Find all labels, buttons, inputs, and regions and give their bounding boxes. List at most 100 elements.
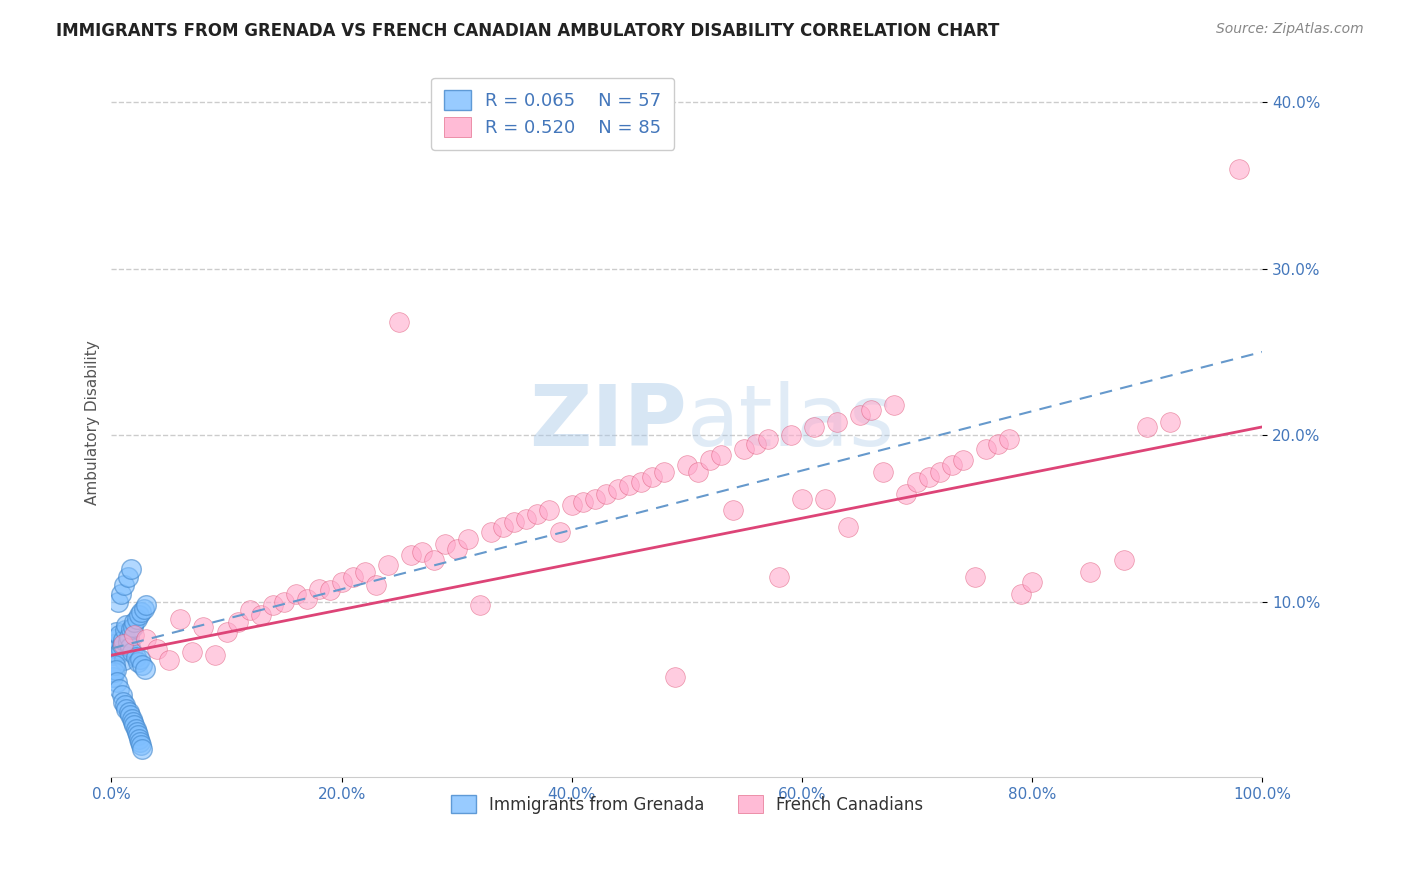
Point [111,633,134,648]
Point [105,674,128,689]
Point [721,503,744,517]
Point [181,645,204,659]
Point [111,695,134,709]
Point [118,705,141,719]
Point [434,536,457,550]
Point [860,403,883,417]
Point [117,570,139,584]
Point [952,453,974,467]
Point [918,470,941,484]
Point [353,565,375,579]
Point [273,595,295,609]
Point [112,653,135,667]
Point [583,491,606,506]
Point [111,688,134,702]
Text: IMMIGRANTS FROM GRENADA VS FRENCH CANADIAN AMBULATORY DISABILITY CORRELATION CHA: IMMIGRANTS FROM GRENADA VS FRENCH CANADI… [56,22,1000,40]
Point [308,582,330,596]
Point [226,615,249,629]
Point [872,465,894,479]
Point [103,636,125,650]
Point [127,728,149,742]
Point [284,586,307,600]
Point [120,561,142,575]
Point [630,475,652,489]
Point [129,735,152,749]
Point [734,442,756,456]
Point [503,515,526,529]
Point [115,701,138,715]
Point [572,495,595,509]
Point [128,731,150,746]
Point [561,498,583,512]
Point [146,641,169,656]
Text: Source: ZipAtlas.com: Source: ZipAtlas.com [1216,22,1364,37]
Point [422,553,444,567]
Point [104,632,127,646]
Point [1114,553,1136,567]
Point [1229,161,1251,176]
Point [125,724,148,739]
Point [104,658,127,673]
Point [641,470,664,484]
Point [468,598,491,612]
Point [115,618,138,632]
Point [124,718,146,732]
Point [710,448,733,462]
Point [124,628,146,642]
Point [388,315,411,329]
Point [319,583,342,598]
Point [941,458,963,473]
Point [122,714,145,729]
Point [699,453,721,467]
Point [803,420,825,434]
Point [377,558,399,573]
Point [131,658,153,673]
Point [132,601,155,615]
Text: atlas: atlas [688,381,896,464]
Point [125,611,148,625]
Point [790,491,813,506]
Point [110,643,132,657]
Point [1021,574,1043,589]
Point [121,712,143,726]
Point [825,415,848,429]
Point [122,620,145,634]
Point [295,591,318,606]
Point [399,548,422,562]
Point [537,503,560,517]
Y-axis label: Ambulatory Disability: Ambulatory Disability [86,341,100,505]
Point [1078,565,1101,579]
Point [929,465,952,479]
Point [117,635,139,649]
Point [606,482,628,496]
Point [108,681,131,696]
Point [120,622,142,636]
Point [135,632,157,646]
Point [124,722,146,736]
Point [1136,420,1159,434]
Point [107,647,129,661]
Point [101,648,124,663]
Point [105,641,128,656]
Point [457,532,479,546]
Point [1010,586,1032,600]
Point [131,605,153,619]
Text: ZIP: ZIP [529,381,688,464]
Point [745,436,768,450]
Point [987,436,1010,450]
Point [238,603,260,617]
Point [114,623,136,637]
Point [121,645,143,659]
Point [131,738,153,752]
Point [250,608,273,623]
Point [768,570,790,584]
Point [998,432,1021,446]
Point [883,398,905,412]
Point [107,595,129,609]
Point [848,408,870,422]
Point [262,598,284,612]
Point [111,636,134,650]
Point [1159,415,1181,429]
Point [515,511,537,525]
Point [204,648,226,663]
